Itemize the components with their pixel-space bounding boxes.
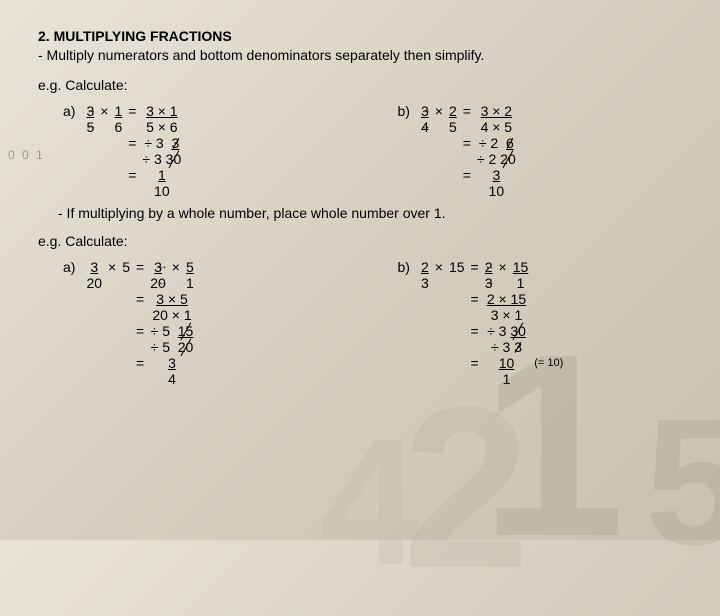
bg-number: 5 bbox=[645, 411, 720, 555]
fraction-work: 3 × 2 = 3 × 2 4 5 4 × 5 bbox=[418, 103, 519, 199]
example-b: b) 3 × 2 = 3 × 2 4 5 4 × 5 bbox=[398, 103, 683, 199]
example-row: a) 3 × 5 = 3 × 5 20 20 bbox=[38, 259, 682, 387]
section-subtitle: - Multiply numerators and bottom denomin… bbox=[38, 47, 682, 63]
slide-content: 2. MULTIPLYING FRACTIONS - Multiply nume… bbox=[0, 0, 720, 417]
note-text: - If multiplying by a whole number, plac… bbox=[58, 205, 682, 221]
fraction-work: 3 × 1 = 3 × 1 5 6 5 × 6 bbox=[83, 103, 184, 199]
example-row: a) 3 × 1 = 3 × 1 5 6 5 × 6 bbox=[38, 103, 682, 199]
section-title: 2. MULTIPLYING FRACTIONS bbox=[38, 28, 682, 44]
example-a: a) 3 × 1 = 3 × 1 5 6 5 × 6 bbox=[63, 103, 348, 199]
alt-result: (= 10) bbox=[531, 355, 566, 371]
bg-number: 2 bbox=[402, 396, 530, 580]
bg-number: 4 bbox=[320, 431, 420, 575]
example-label: b) bbox=[398, 103, 410, 119]
example-label: a) bbox=[63, 259, 75, 275]
fraction-work: 3 × 5 = 3 × 5 20 20 1 bbox=[83, 259, 196, 387]
example-prompt: e.g. Calculate: bbox=[38, 233, 682, 249]
example-b: b) 2 × 15 = 2 × 15 3 3 bbox=[398, 259, 683, 387]
fraction-work: 2 × 15 = 2 × 15 3 3 1 bbox=[418, 259, 566, 387]
example-prompt: e.g. Calculate: bbox=[38, 77, 682, 93]
example-a: a) 3 × 5 = 3 × 5 20 20 bbox=[63, 259, 348, 387]
example-label: a) bbox=[63, 103, 75, 119]
example-label: b) bbox=[398, 259, 410, 275]
